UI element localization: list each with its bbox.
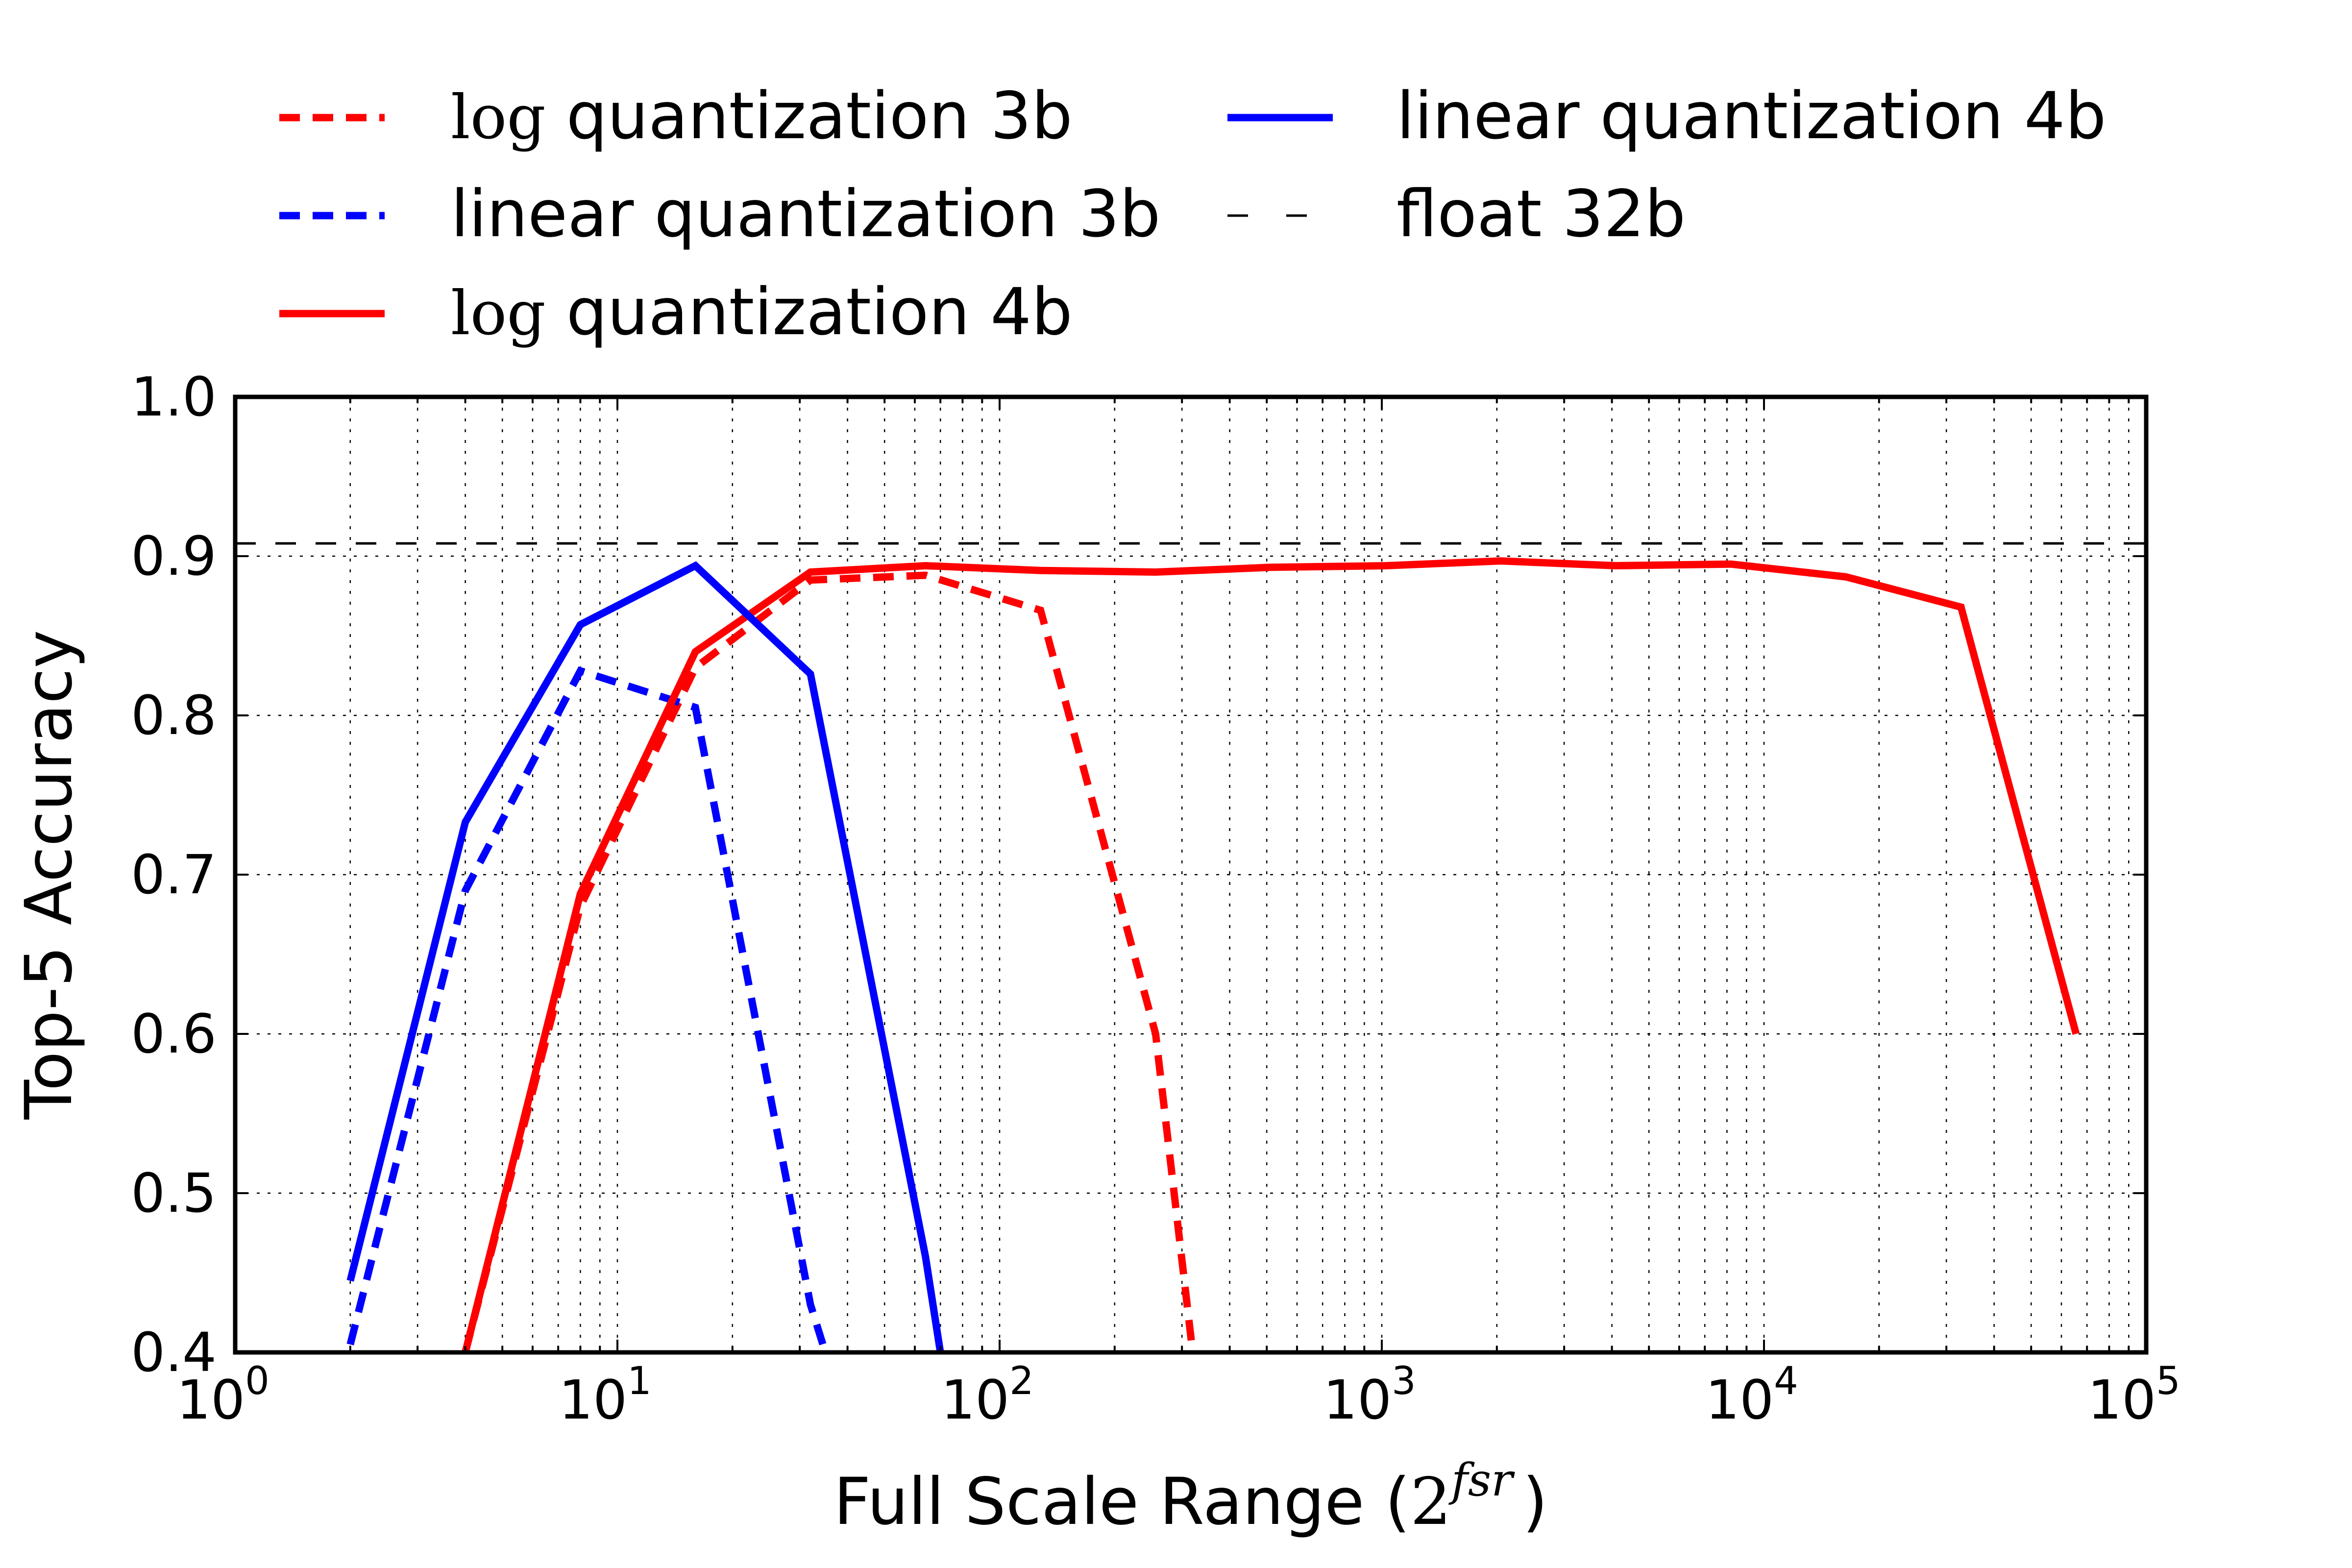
- series-line-linear-4b: [346, 561, 944, 1353]
- plot-frame: [233, 394, 2149, 1355]
- tick-marks: [234, 396, 2146, 1353]
- series-line-linear-3b: [346, 666, 829, 1354]
- x-tick-label: 105: [2087, 1359, 2180, 1431]
- y-tick-label: 0.9: [131, 525, 217, 588]
- tick-labels: 0.4 0.5 0.6 0.7 0.8 0.9 1.0 100 101 102 103 104 105: [131, 366, 2180, 1431]
- legend-label-log-3b: log quantization 3b: [451, 78, 1073, 154]
- legend-label-log-4b: log quantization 4b: [451, 274, 1073, 350]
- series-line-log-3b: [462, 571, 1197, 1353]
- x-axis-label: Full Scale Range (2fsr): [833, 1454, 1547, 1540]
- x-tick-label: 102: [941, 1359, 1034, 1431]
- y-tick-label: 0.6: [131, 1003, 217, 1065]
- x-tick-label: 104: [1705, 1359, 1798, 1431]
- y-tick-label: 0.8: [131, 684, 217, 747]
- series-line-log-4b: [462, 557, 2080, 1353]
- grid: [235, 397, 2146, 1352]
- y-axis-label: Top-5 Accuracy: [11, 630, 87, 1120]
- x-tick-label: 103: [1323, 1359, 1416, 1431]
- legend-label-float-32b: float 32b: [1396, 176, 1686, 252]
- y-tick-label: 0.5: [131, 1162, 217, 1225]
- y-tick-label: 1.0: [131, 366, 217, 428]
- y-tick-label: 0.7: [131, 843, 217, 906]
- y-tick-label: 0.4: [131, 1321, 217, 1384]
- legend-label-linear-3b: linear quantization 3b: [451, 176, 1161, 252]
- legend-label-linear-4b: linear quantization 4b: [1396, 78, 2107, 154]
- series-layer: [235, 542, 2146, 1354]
- x-tick-label: 101: [559, 1359, 652, 1431]
- legend: log quantization 3b linear quantization 3…: [279, 78, 2107, 350]
- x-tick-label: 100: [176, 1359, 270, 1431]
